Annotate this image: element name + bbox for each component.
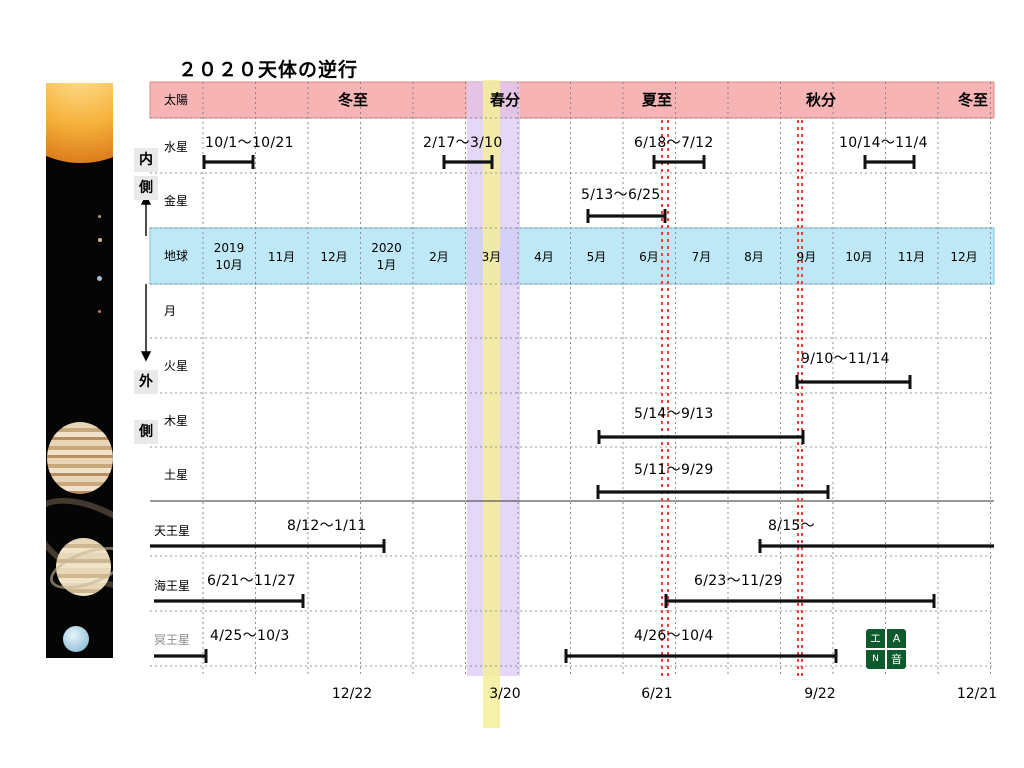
month-label: 6月 — [639, 249, 659, 264]
month-label: 7月 — [691, 249, 712, 264]
sun-row-band — [149, 81, 995, 119]
row-label-saturn: 土星 — [164, 468, 189, 482]
row-label-pluto: 冥王星 — [154, 633, 191, 647]
date-summer-solstice: 6/21 — [641, 686, 673, 702]
mars-retrograde-label: 9/10〜11/14 — [801, 351, 890, 367]
mars-image — [97, 310, 101, 313]
mercury-retrograde-label: 10/14〜11/4 — [839, 135, 928, 151]
winter-solstice-label: 冬至 — [337, 91, 369, 109]
brand-logo: エ A N 音 — [866, 629, 906, 669]
inner-label-1: 内 — [134, 148, 158, 172]
mercury-retrograde-label: 2/17〜3/10 — [423, 135, 503, 151]
jupiter-retrograde-label: 5/14〜9/13 — [634, 406, 714, 422]
month-label: 10月 — [845, 249, 873, 264]
summer-solstice-label: 夏至 — [641, 91, 673, 109]
logo-char: A — [892, 632, 901, 645]
logo-char: エ — [870, 632, 881, 645]
spring-equinox-label: 春分 — [489, 91, 521, 109]
row-label-jupiter: 木星 — [164, 414, 189, 428]
sun-image — [46, 83, 113, 163]
date-spring-equinox: 3/20 — [489, 686, 521, 702]
earth-row-band — [149, 227, 995, 285]
uranus-retrograde-label: 8/12〜1/11 — [287, 518, 367, 534]
saturn-retrograde-label: 5/11〜9/29 — [634, 462, 714, 478]
row-label-neptune: 海王星 — [154, 579, 191, 593]
row-label-mercury: 水星 — [164, 140, 189, 154]
mercury-retrograde-label: 10/1〜10/21 — [205, 135, 294, 151]
inner-outer-arrow — [140, 194, 152, 362]
date-winter-solstice: 12/22 — [331, 686, 373, 702]
neptune-retrograde-label: 6/21〜11/27 — [207, 573, 296, 589]
month-label: 12月 — [950, 249, 978, 264]
uranus-image — [63, 626, 89, 652]
outer-label-2: 側 — [134, 420, 158, 444]
jupiter-image — [47, 422, 113, 494]
row-label-moon: 月 — [164, 304, 177, 318]
venus-retrograde-label: 5/13〜6/25 — [581, 187, 661, 203]
venus-image — [97, 238, 102, 242]
row-label-mars: 火星 — [164, 359, 189, 373]
mercury-retrograde-label: 6/18〜7/12 — [634, 135, 714, 151]
row-label-sun: 太陽 — [164, 93, 189, 107]
pluto-retrograde-label: 4/25〜10/3 — [210, 628, 290, 644]
month-label: 11月 — [897, 249, 926, 264]
month-label: 2月 — [429, 249, 449, 264]
page-title: ２０２０天体の逆行 — [178, 59, 359, 81]
uranus-retrograde-label: 8/15〜 — [768, 518, 815, 534]
saturn-image — [56, 538, 111, 596]
neptune-retrograde-label: 6/23〜11/29 — [694, 573, 783, 589]
pluto-retrograde-label: 4/26〜10/4 — [634, 628, 714, 644]
month-label: 5月 — [586, 249, 607, 264]
mercury-image — [97, 215, 101, 218]
autumn-equinox-label: 秋分 — [805, 91, 837, 109]
logo-char: 音 — [891, 653, 902, 666]
earth-image — [96, 276, 102, 281]
logo-divider — [866, 648, 906, 650]
inner-label-2: 側 — [134, 176, 158, 200]
solar-system-image — [46, 83, 113, 658]
month-label: 3月 — [481, 249, 502, 264]
month-label: 11月 — [267, 249, 296, 264]
winter-solstice-label-2: 冬至 — [957, 91, 989, 109]
month-label: 12月 — [320, 249, 348, 264]
logo-char: N — [872, 654, 879, 664]
date-autumn-equinox: 9/22 — [804, 686, 836, 702]
equinox-highlight-line — [483, 80, 500, 728]
month-label: 8月 — [744, 249, 764, 264]
month-label: 2020 1月 — [371, 241, 402, 272]
row-label-venus: 金星 — [164, 194, 189, 208]
outer-label-1: 外 — [134, 370, 158, 394]
month-label: 2019 10月 — [213, 241, 245, 272]
month-label: 9月 — [796, 249, 817, 264]
row-label-uranus: 天王星 — [154, 524, 191, 538]
date-winter-solstice-2: 12/21 — [956, 686, 998, 702]
row-label-earth: 地球 — [164, 249, 189, 263]
month-label: 4月 — [534, 249, 554, 264]
